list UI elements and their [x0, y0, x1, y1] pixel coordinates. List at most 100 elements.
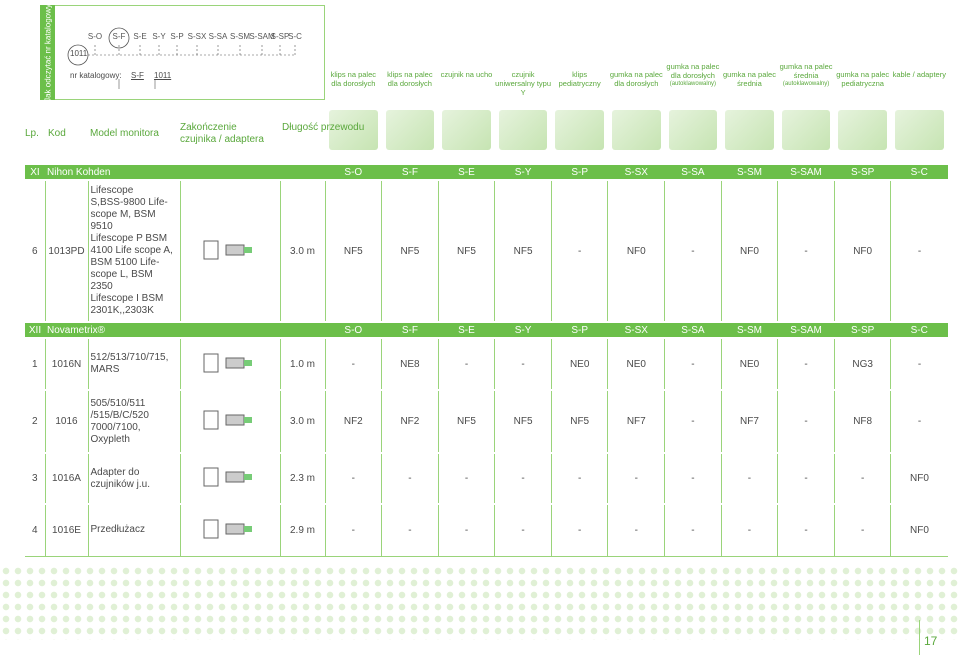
connector-icon: [179, 452, 280, 505]
code: 1016: [44, 389, 88, 454]
sensor-code: NF5: [381, 179, 439, 323]
sensor-type-label: gumka na palec średnia: [779, 62, 833, 80]
code: 1016N: [44, 337, 88, 391]
sensor-type-label: czujnik na ucho: [440, 70, 493, 79]
sensor-type: gumka na palec dla dorosłych (autoklawowa…: [665, 62, 722, 89]
legend-side-label: Jak odczytać nr katalogowy: [43, 3, 52, 102]
sensor-type: gumka na palec średnia (autoklawowalny): [778, 62, 835, 89]
sensor-code: NF5: [550, 389, 608, 454]
section-code: S-SA: [664, 163, 722, 181]
sensor-type-label: gumka na palec pediatryczna: [836, 70, 890, 88]
column-header: Zakończenie czujnika / adaptera: [180, 122, 264, 145]
sensor-code: NF0: [890, 503, 948, 557]
sensor-code: NF7: [720, 389, 778, 454]
sensor-type: klips pediatryczny: [551, 70, 608, 88]
sensor-code: -: [664, 179, 722, 323]
data-row: 4 1016E Przedłużacz 2.9 m - - - - - - - - - - NF0: [25, 503, 948, 557]
sensor-type-label: gumka na palec średnia: [723, 70, 776, 88]
connector-icon: [179, 179, 280, 323]
section-code: S-C: [890, 163, 948, 181]
sensor-type: gumka na palec pediatryczna: [834, 70, 891, 88]
section-row: XI Nihon Kohden S-O S-F S-E S-Y S-P S-SX S-SA S-S…: [25, 163, 948, 181]
column-header: Model monitora: [90, 128, 159, 139]
sensor-code: -: [437, 452, 495, 505]
sensor-image: [781, 110, 831, 150]
data-row: 2 1016 505/510/511 /515/B/C/520 7000/7100,…: [25, 389, 948, 454]
sensor-type-label: klips pediatryczny: [558, 70, 601, 88]
sensor-code: -: [664, 337, 722, 391]
code: 1016A: [44, 452, 88, 505]
sensor-code: -: [777, 389, 835, 454]
sensor-code: NF0: [833, 179, 891, 323]
sensor-code: -: [777, 337, 835, 391]
sensor-type-label: gumka na palec dla dorosłych: [609, 70, 663, 88]
sensor-code: -: [833, 503, 891, 557]
sensor-type: klips na palec dla dorosłych: [382, 70, 439, 88]
data-row: 1 1016N 512/513/710/715, MARS 1.0 m - NE8- - NE…: [25, 337, 948, 391]
code: 1016E: [44, 503, 88, 557]
sensor-code: -: [664, 452, 722, 505]
sensor-code: -: [494, 337, 552, 391]
section-name: Novametrix®: [45, 321, 325, 339]
sensor-image: [498, 110, 548, 150]
section-code: S-SAM: [777, 321, 835, 339]
section-code: S-Y: [494, 321, 552, 339]
sensor-image: [668, 110, 718, 150]
section-code: S-SM: [721, 321, 778, 339]
sensor-code: -: [324, 452, 382, 505]
table-body: XI Nihon Kohden S-O S-F S-E S-Y S-P S-SX S-SA S-S…: [25, 163, 948, 557]
sensor-note: (autoklawowalny): [669, 81, 717, 87]
sensor-code: NF5: [437, 389, 495, 454]
lp: 2: [25, 389, 45, 454]
sensor-image: [385, 110, 435, 150]
sensor-code: NF7: [607, 389, 665, 454]
sensor-image: [725, 110, 774, 150]
sensor-image: [329, 110, 378, 150]
sensor-code: -: [324, 337, 382, 391]
sensor-code: NF5: [494, 179, 552, 323]
sensor-code: -: [720, 452, 778, 505]
sensor-type: gumka na palec dla dorosłych: [608, 70, 665, 88]
sensor-code: NF5: [494, 389, 552, 454]
section-name: Nihon Kohden: [45, 163, 325, 181]
sensor-code: NG3: [833, 337, 891, 391]
section-code: S-SX: [607, 163, 665, 181]
legend-code: S-SM: [230, 32, 250, 41]
sensor-code: -: [777, 452, 835, 505]
sensor-code: -: [437, 337, 495, 391]
sensor-code: NE0: [607, 337, 665, 391]
legend-catalog-label: nr katalogowy:: [70, 71, 122, 80]
sensor-image: [442, 110, 491, 150]
section-code: S-P: [551, 321, 608, 339]
data-row: 3 1016A Adapter do czujników j.u. 2.3 m----…: [25, 452, 948, 505]
section-number: XII: [25, 321, 45, 339]
lp: 3: [25, 452, 45, 505]
sensor-type: klips na palec dla dorosłych: [325, 70, 382, 88]
sensor-code: -: [550, 179, 608, 323]
legend-code: S-O: [87, 32, 103, 41]
sensor-code: -: [381, 452, 439, 505]
sensor-image: [555, 110, 604, 150]
lp: 6: [25, 179, 45, 323]
sensor-code: -: [664, 503, 722, 557]
sensor-code: -: [777, 503, 835, 557]
sensor-code: NF2: [324, 389, 382, 454]
sensor-type: gumka na palec średnia: [721, 70, 778, 88]
section-code: S-SP: [834, 321, 891, 339]
section-code: S-SAM: [777, 163, 835, 181]
sensor-code: NF2: [381, 389, 439, 454]
legend-code: S-E: [133, 32, 147, 41]
column-header: Kod: [48, 128, 66, 139]
sensor-type: czujnik uniwersalny typu Y: [495, 70, 552, 97]
section-code: S-F: [381, 321, 439, 339]
sensor-type-label: czujnik uniwersalny typu Y: [495, 70, 552, 97]
legend-code: S-SX: [187, 32, 207, 41]
sensor-code: NE8: [381, 337, 439, 391]
sensor-type-label: klips na palec dla dorosłych: [387, 70, 433, 88]
section-row: XII Novametrix® S-O S-F S-E S-Y S-P S-SX S-SA S-S…: [25, 321, 948, 339]
sensor-note: (autoklawowalny): [782, 81, 830, 87]
catalog-table: XI Nihon Kohden S-O S-F S-E S-Y S-P S-SX S-SA S-S…: [25, 163, 948, 557]
sensor-image: [838, 110, 887, 150]
section-code: S-SA: [664, 321, 722, 339]
